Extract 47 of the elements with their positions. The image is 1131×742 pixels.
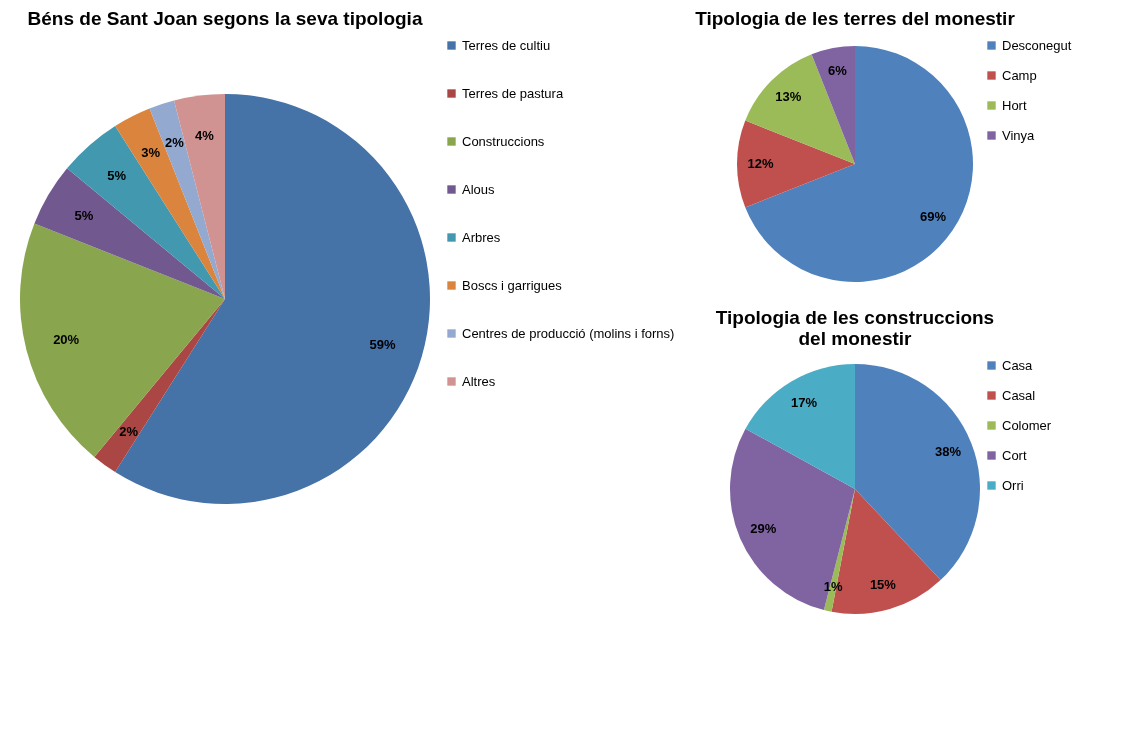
data-label: 29%: [750, 520, 777, 536]
legend-label: Camp: [1002, 67, 1037, 83]
chart-title: Béns de Sant Joan segons la seva tipologia: [27, 8, 423, 29]
legend-label: Colomer: [1002, 417, 1052, 433]
data-label: 17%: [791, 394, 818, 410]
legend-label: Casal: [1002, 387, 1036, 403]
legend-label: Orri: [1002, 477, 1024, 493]
legend-label: Terres de pastura: [462, 85, 564, 101]
pie-slice: [737, 120, 855, 208]
data-label: 6%: [827, 63, 848, 79]
pie-slice: [811, 46, 855, 164]
data-label: 59%: [369, 336, 396, 352]
data-label: 3%: [141, 144, 161, 160]
data-label: 5%: [107, 167, 127, 183]
chart-title: Tipologia de les construccions del monestir: [715, 307, 995, 349]
legend-label: Boscs i garrigues: [462, 277, 563, 293]
pie-slice: [20, 223, 225, 457]
legend-label: Vinya: [1002, 127, 1036, 143]
legend-label: Hort: [1002, 97, 1027, 113]
data-label: 4%: [195, 128, 215, 144]
legend-label: Construccions: [462, 133, 545, 149]
pie-slice: [745, 364, 855, 489]
legend-label: Terres de cultiu: [462, 37, 551, 53]
legend-label: Cort: [1002, 447, 1027, 463]
legend-label: Arbres: [462, 229, 501, 245]
pie-slice: [67, 125, 225, 299]
legend-label: Centres de producció (molins i forns): [462, 325, 675, 341]
pie-slice: [730, 428, 855, 611]
data-label: 5%: [74, 207, 94, 223]
legend-label: Desconegut: [1002, 37, 1072, 53]
legend-label: Casa: [1002, 357, 1034, 373]
pie-slice: [34, 168, 225, 299]
data-label: 2%: [119, 423, 139, 439]
data-label: 2%: [164, 135, 185, 151]
pie-slice: [855, 364, 980, 581]
chart-title: Tipologia de les terres del monestir: [695, 8, 1016, 29]
pie-slice: [745, 46, 973, 282]
data-label: 13%: [775, 89, 802, 105]
data-label: 69%: [920, 209, 947, 225]
data-label: 12%: [747, 156, 775, 171]
pie-slice: [94, 299, 225, 473]
pie-slice: [823, 489, 855, 612]
data-label: 15%: [869, 577, 897, 593]
data-label: 20%: [53, 331, 80, 347]
legend-label: Alous: [462, 181, 496, 197]
legend-label: Altres: [462, 373, 496, 389]
data-label: 38%: [934, 444, 962, 460]
